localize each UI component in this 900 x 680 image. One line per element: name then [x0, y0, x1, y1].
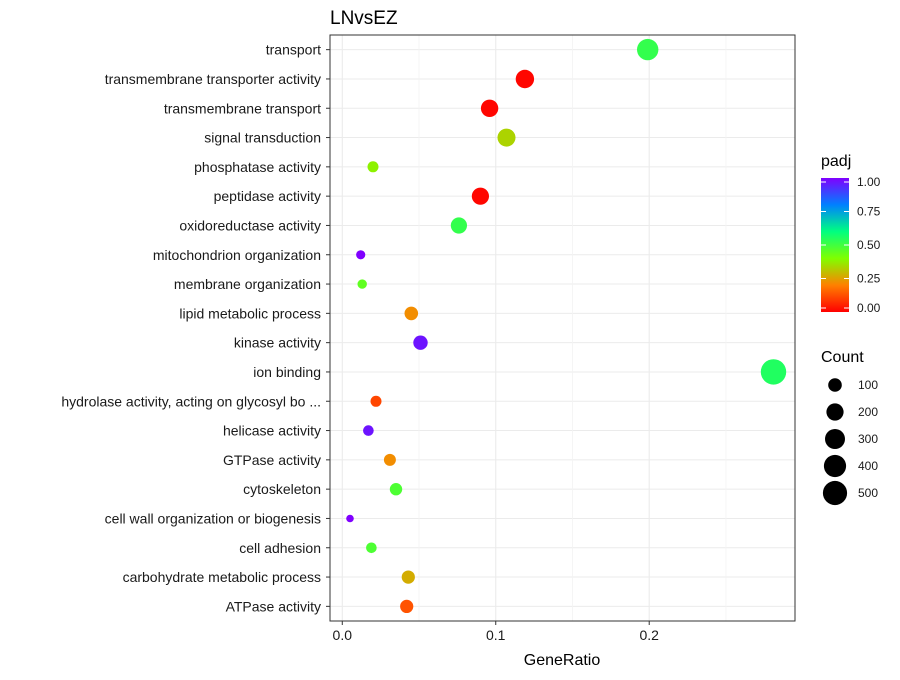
legend-size-label: 100: [858, 378, 878, 392]
data-point: [389, 483, 403, 496]
legend-color-label: 0.75: [857, 205, 881, 219]
legend-size-dot: [825, 429, 845, 449]
legend-size: Count 100 200 300 400 500: [821, 349, 878, 506]
legend-color-label: 1.00: [857, 175, 881, 189]
legend-color: padj 1.00 0.75 0.50 0.25 0.00: [821, 153, 881, 315]
data-point: [413, 335, 428, 350]
y-tick-label: cytoskeleton: [243, 481, 321, 497]
data-point: [356, 250, 366, 260]
data-point: [450, 217, 467, 234]
chart-title: LNvsEZ: [330, 8, 398, 29]
y-tick-label: GTPase activity: [223, 452, 321, 468]
grid: [330, 35, 795, 621]
y-tick-label: hydrolase activity, acting on glycosyl b…: [61, 393, 321, 409]
data-point: [357, 279, 367, 289]
y-tick-label: cell wall organization or biogenesis: [105, 510, 321, 526]
x-tick-label: 0.1: [486, 627, 506, 643]
legend-size-label: 500: [858, 486, 878, 500]
data-point: [383, 453, 396, 466]
y-tick-label: mitochondrion organization: [153, 247, 321, 263]
data-point: [515, 69, 535, 89]
legend-size-dot: [823, 454, 847, 478]
data-point: [401, 570, 415, 584]
points: [346, 38, 787, 614]
legend-size-label: 400: [858, 459, 878, 473]
data-point: [366, 542, 377, 554]
y-tick-label: transmembrane transport: [164, 100, 321, 116]
y-tick-label: membrane organization: [174, 276, 321, 292]
y-tick-label: oxidoreductase activity: [179, 217, 321, 233]
y-tick-label: cell adhesion: [239, 540, 321, 556]
y-tick-label: transport: [266, 42, 321, 58]
data-point: [400, 599, 414, 614]
legend-size-label: 200: [858, 405, 878, 419]
data-point: [367, 161, 379, 173]
x-axis: 0.0 0.1 0.2: [333, 621, 659, 643]
legend-size-dot: [826, 403, 844, 421]
legend-size-dot: [822, 480, 848, 506]
y-tick-label: signal transduction: [204, 130, 321, 146]
plot-panel-border: [329, 34, 796, 622]
x-tick-label: 0.2: [639, 627, 659, 643]
y-tick-label: ATPase activity: [226, 598, 321, 614]
data-point: [346, 514, 354, 523]
legend-size-title: Count: [821, 349, 864, 366]
legend-color-label: 0.25: [857, 272, 881, 286]
data-point: [637, 38, 659, 61]
y-tick-label: ion binding: [253, 364, 321, 380]
y-tick-label: transmembrane transporter activity: [105, 71, 321, 87]
data-point: [760, 359, 787, 385]
legend-color-label: 0.00: [857, 301, 881, 315]
data-point: [363, 425, 374, 436]
x-tick-label: 0.0: [333, 627, 353, 643]
y-tick-label: peptidase activity: [214, 188, 321, 204]
y-tick-label: lipid metabolic process: [179, 305, 321, 321]
data-point: [480, 99, 499, 118]
legend-color-label: 0.50: [857, 238, 881, 252]
y-tick-label: helicase activity: [223, 423, 321, 439]
y-tick-label: carbohydrate metabolic process: [123, 569, 321, 585]
x-axis-label: GeneRatio: [524, 652, 601, 669]
legend-color-title: padj: [821, 153, 851, 170]
data-point: [404, 306, 419, 321]
data-point: [471, 187, 489, 205]
data-point: [370, 395, 382, 407]
legend-size-label: 300: [858, 432, 878, 446]
legend-size-dot: [828, 378, 842, 392]
y-tick-label: phosphatase activity: [194, 159, 321, 175]
y-axis-labels: transport transmembrane transporter activ…: [61, 42, 330, 614]
data-point: [497, 128, 516, 147]
y-tick-label: kinase activity: [234, 335, 321, 351]
